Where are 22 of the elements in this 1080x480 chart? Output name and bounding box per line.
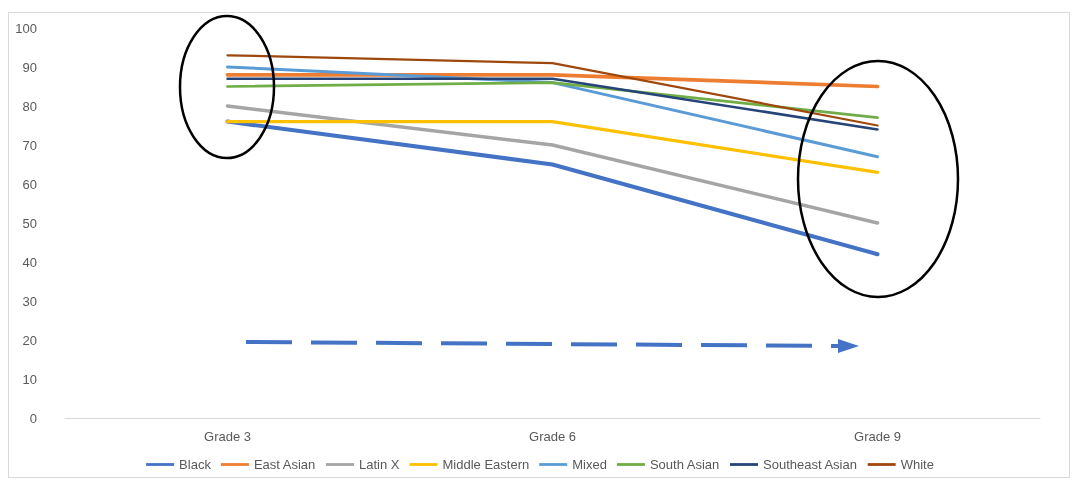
legend-label: Southeast Asian <box>762 457 857 472</box>
y-tick-label: 90 <box>22 59 37 75</box>
legend-label: Middle Eastern <box>442 457 530 472</box>
y-tick-label: 0 <box>29 410 37 426</box>
y-tick-label: 10 <box>22 371 37 387</box>
x-tick-label: Grade 9 <box>854 429 901 444</box>
x-tick-label: Grade 3 <box>204 429 251 444</box>
y-tick-label: 20 <box>22 332 37 348</box>
x-tick-label: Grade 6 <box>529 429 576 444</box>
legend-label: Latin X <box>359 457 400 472</box>
y-tick-label: 80 <box>22 98 37 114</box>
legend-label: South Asian <box>649 457 720 472</box>
legend-label: East Asian <box>253 457 316 472</box>
y-tick-label: 30 <box>22 293 37 309</box>
legend-label: Black <box>179 457 212 472</box>
y-tick-label: 70 <box>22 137 37 153</box>
legend-label: White <box>900 457 934 472</box>
legend-label: Mixed <box>572 457 607 472</box>
y-tick-label: 50 <box>22 215 37 231</box>
y-tick-label: 60 <box>22 176 37 192</box>
y-tick-label: 40 <box>22 254 37 270</box>
y-tick-label: 100 <box>15 20 37 36</box>
